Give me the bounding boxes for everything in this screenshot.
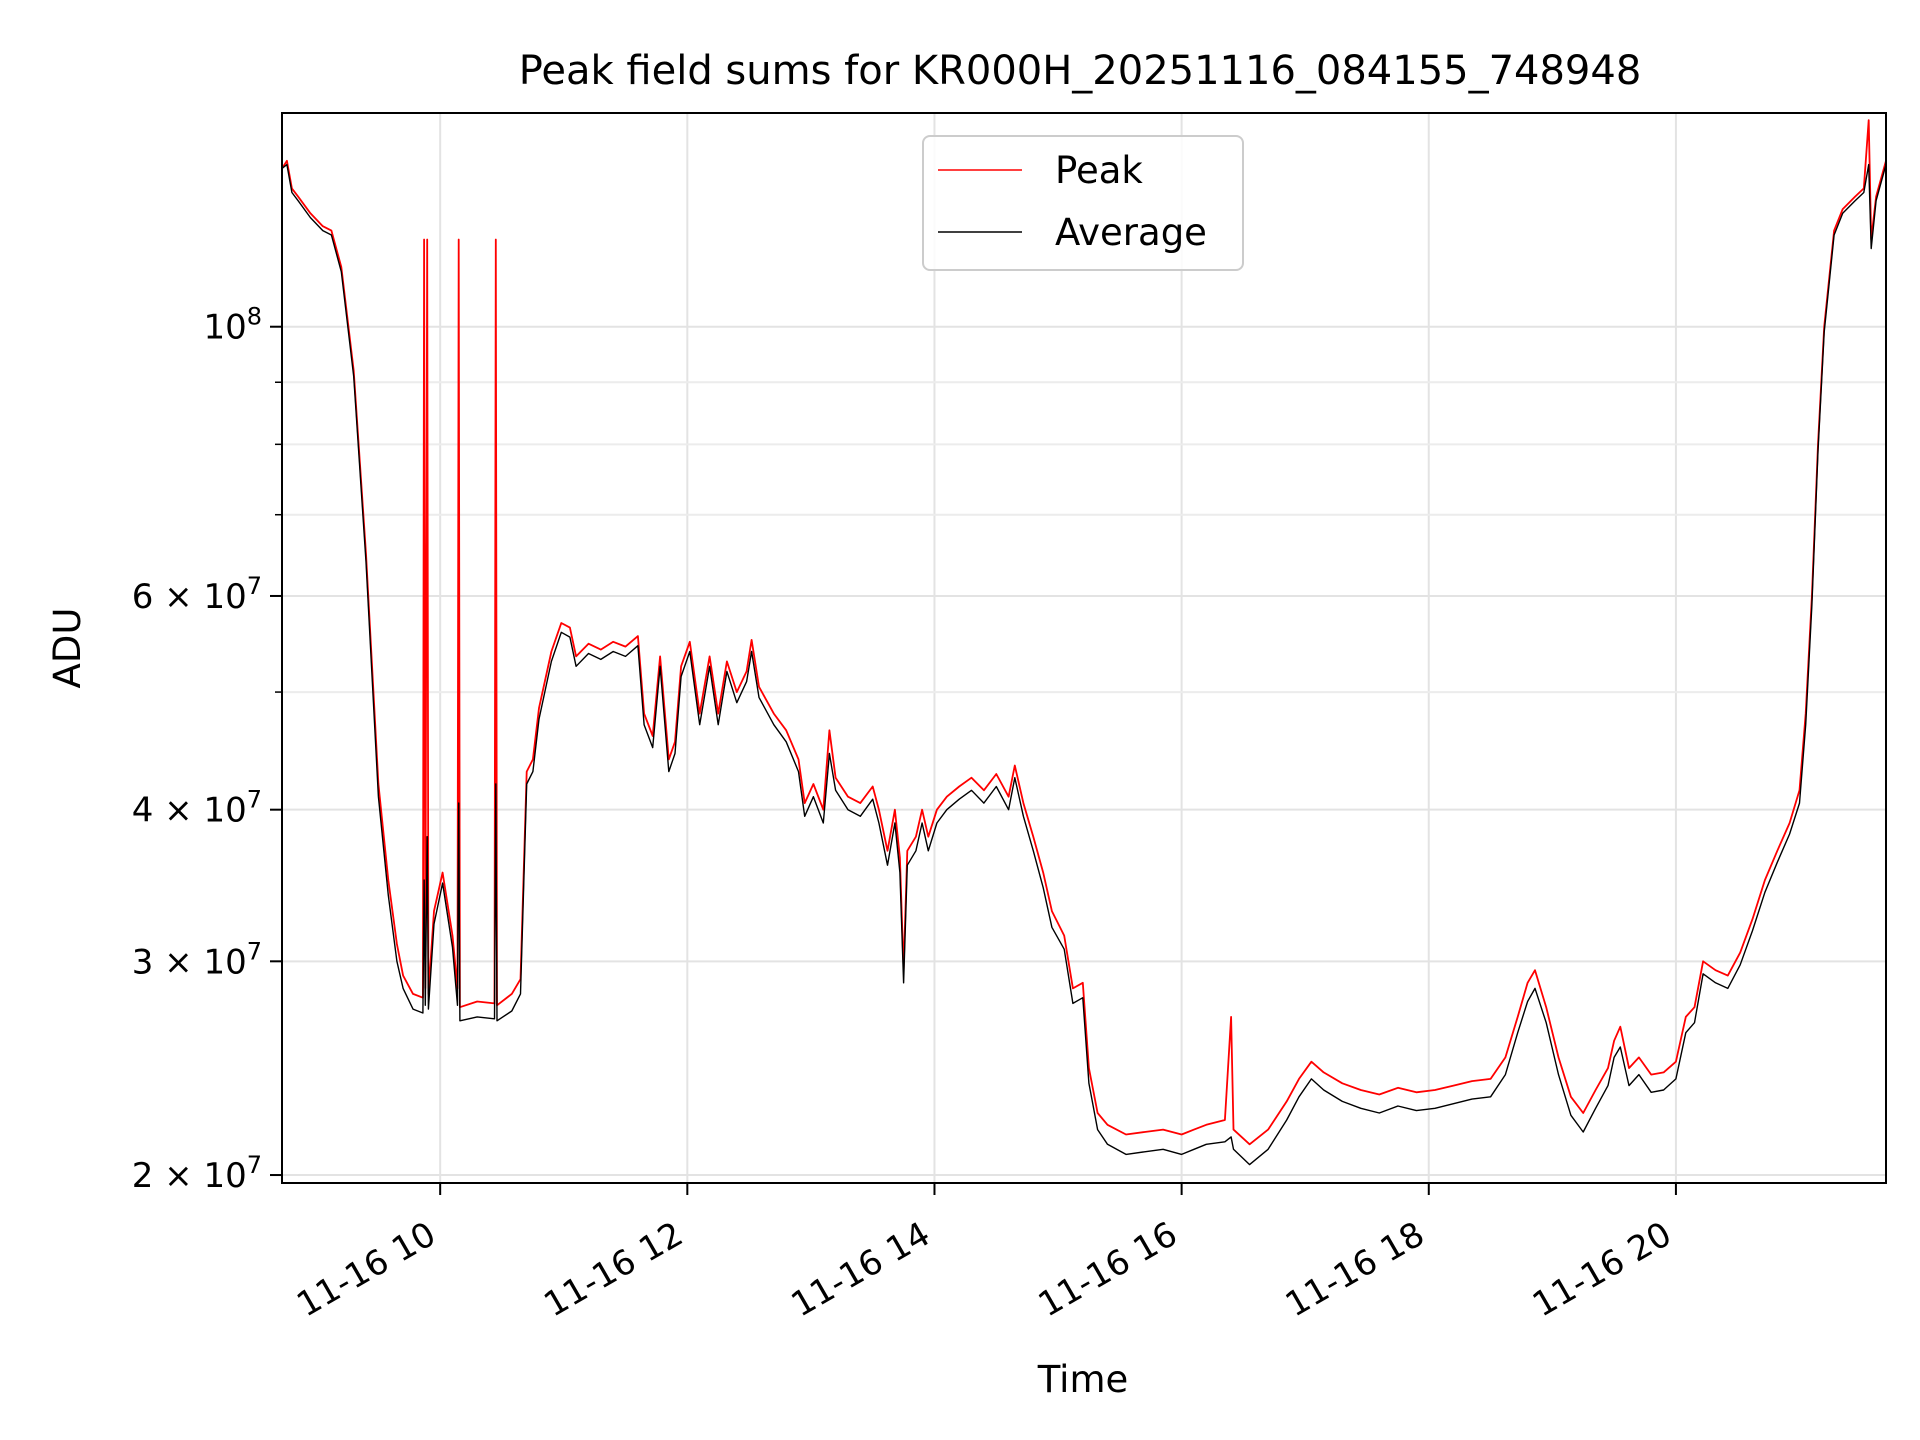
plot-area-frame [281,112,1887,1184]
x-axis-label: Time [1037,1358,1129,1401]
y-tick-label: 108 [203,303,262,348]
legend-label-average: Average [1055,211,1207,254]
series-line-peak [281,119,1887,1146]
chart-title: Peak field sums for KR000H_20251116_0841… [519,48,1642,94]
grid-lines [282,113,1886,1183]
legend: Peak Average [922,135,1244,271]
y-tick-label: 6 × 107 [132,572,262,617]
y-axis-label: ADU [46,608,89,689]
y-tick-label: 3 × 107 [132,937,262,982]
series-lines [281,119,1887,1166]
series-line-average [281,163,1887,1166]
y-tick-label: 2 × 107 [132,1151,262,1196]
legend-label-peak: Peak [1055,149,1143,192]
y-tick-label: 4 × 107 [132,786,262,831]
